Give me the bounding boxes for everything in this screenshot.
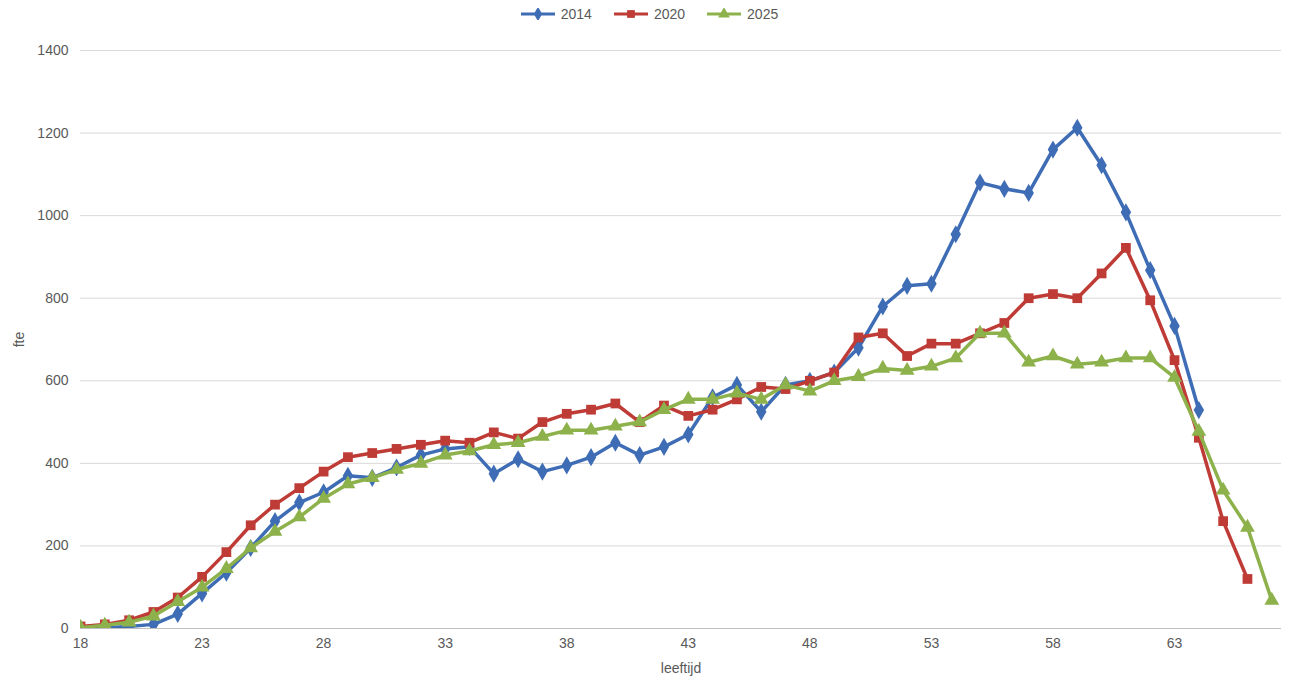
svg-text:600: 600 (45, 372, 69, 388)
svg-text:1200: 1200 (37, 125, 68, 141)
svg-text:33: 33 (437, 635, 453, 651)
html-text:2020: 2020 (653, 6, 686, 22)
svg-text:43: 43 (681, 635, 697, 651)
svg-text:fte: fte (11, 332, 27, 348)
svg-text:63: 63 (1167, 635, 1183, 651)
svg-text:23: 23 (194, 635, 210, 651)
svg-text:53: 53 (924, 635, 940, 651)
html-text:2014: 2014 (560, 6, 592, 22)
svg-text:38: 38 (559, 635, 575, 651)
svg-text:400: 400 (45, 455, 69, 471)
svg-text:48: 48 (802, 635, 818, 651)
svg-text:0: 0 (61, 620, 69, 636)
html-text:2025: 2025 (747, 6, 779, 22)
svg-text:leeftijd: leeftijd (661, 660, 701, 676)
svg-text:1400: 1400 (37, 42, 68, 58)
svg-text:200: 200 (45, 537, 69, 553)
svg-text:28: 28 (316, 635, 332, 651)
svg-text:58: 58 (1045, 635, 1061, 651)
svg-text:18: 18 (73, 635, 89, 651)
svg-text:800: 800 (45, 290, 69, 306)
svg-text:1000: 1000 (37, 207, 68, 223)
